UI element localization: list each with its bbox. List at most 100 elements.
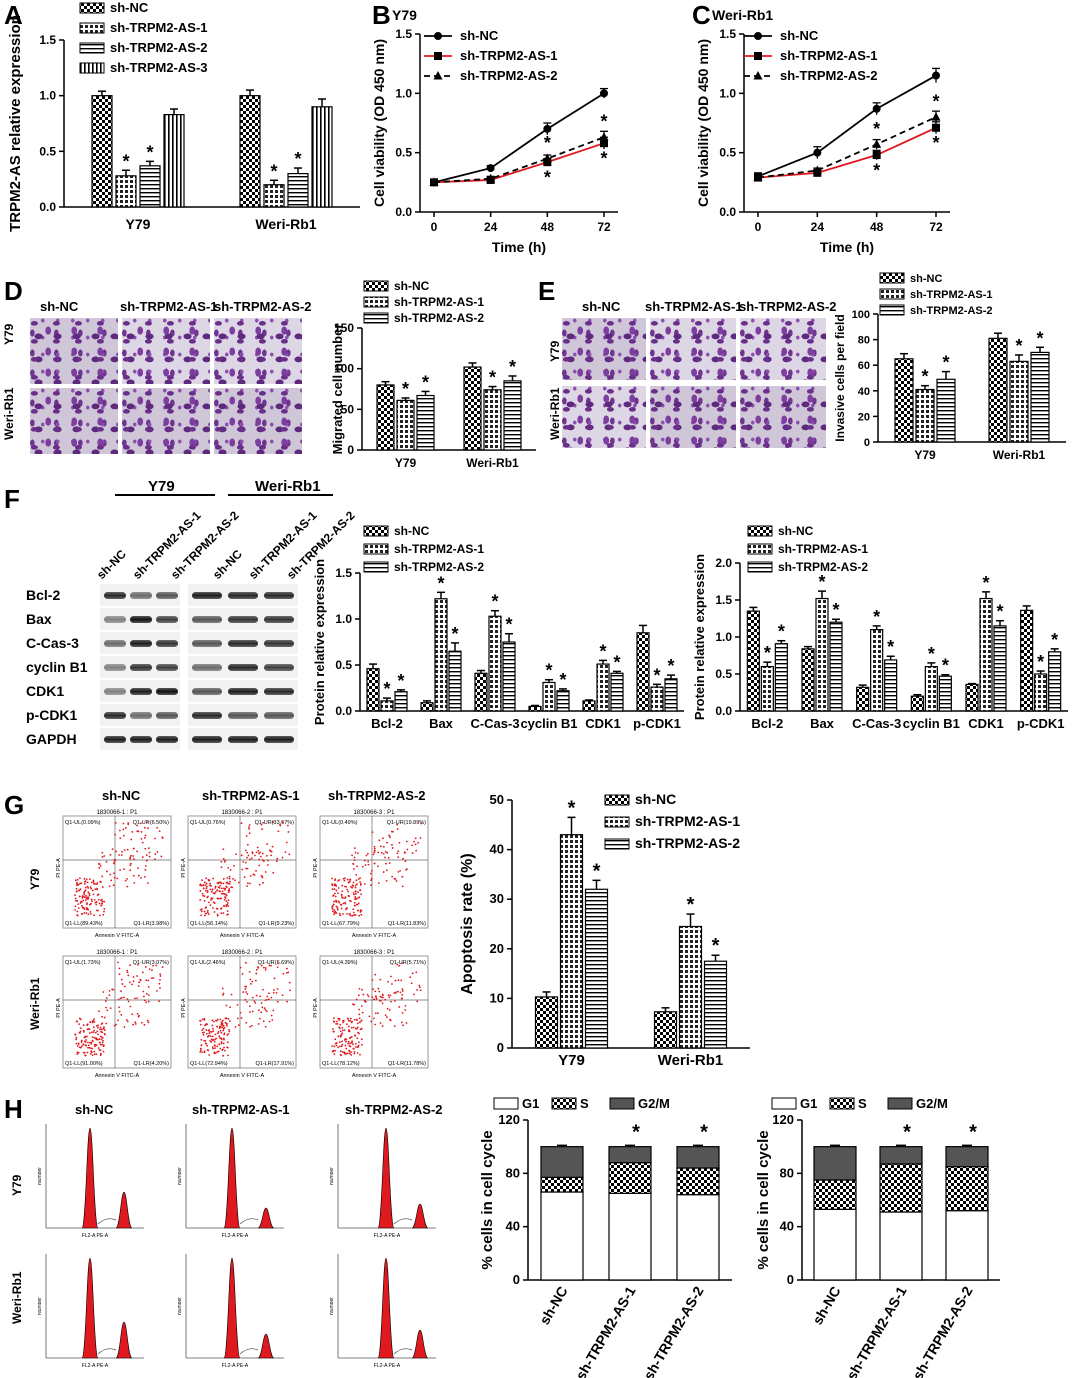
event-dot [272, 989, 275, 991]
event-dot [263, 1007, 266, 1010]
category-label: Weri-Rb1 [993, 448, 1046, 462]
event-dot [285, 841, 288, 844]
event-dot [398, 1006, 401, 1008]
event-dot [203, 910, 206, 913]
legend-label: sh-TRPM2-AS-2 [110, 40, 208, 55]
event-dot [97, 863, 100, 865]
event-dot [214, 1052, 217, 1055]
event-dot [237, 881, 240, 884]
event-dot [126, 885, 129, 888]
event-dot [350, 885, 352, 888]
event-dot [261, 852, 264, 855]
event-dot [210, 1031, 213, 1033]
event-dot [215, 1037, 217, 1040]
significance-star: * [1015, 336, 1022, 356]
event-dot [80, 1045, 83, 1048]
event-dot [223, 898, 226, 901]
event-dot [345, 1040, 347, 1043]
event-dot [249, 978, 252, 981]
event-dot [401, 962, 404, 964]
event-dot [138, 981, 141, 984]
event-dot [229, 1006, 231, 1009]
event-dot [87, 1046, 89, 1049]
event-dot [264, 967, 267, 969]
event-dot [208, 901, 210, 904]
event-dot [96, 1030, 99, 1033]
event-dot [203, 914, 206, 917]
event-dot [221, 987, 224, 990]
panel-letter-b: B [372, 0, 391, 30]
event-dot [334, 878, 337, 881]
wb-band [156, 616, 178, 623]
data-point [429, 177, 439, 186]
event-dot [204, 912, 207, 915]
event-dot [84, 882, 86, 885]
event-dot [78, 895, 81, 898]
event-dot [106, 1009, 109, 1012]
event-dot [351, 1041, 354, 1044]
event-dot [217, 886, 220, 889]
event-dot [99, 1054, 102, 1057]
event-dot [145, 854, 148, 857]
g-col-label-1: sh-NC [102, 788, 141, 803]
event-dot [358, 1032, 360, 1035]
event-dot [251, 852, 254, 855]
event-dot [222, 892, 225, 895]
event-dot [75, 1036, 78, 1039]
event-dot [214, 887, 217, 889]
event-dot [129, 981, 131, 984]
event-dot [225, 900, 228, 902]
data-point [872, 151, 881, 160]
stack-segment [540, 1191, 584, 1281]
flow-title: 1830066-2 : P1 [221, 950, 263, 956]
event-dot [109, 853, 112, 856]
wb-band [104, 592, 126, 599]
event-dot [233, 864, 235, 867]
migration-image-y79-as1 [122, 318, 210, 384]
significance-star: * [873, 607, 880, 627]
category-label: Bcl-2 [371, 716, 403, 731]
event-dot [95, 1024, 98, 1027]
quadrant-label: Q1-LR(4.20%) [134, 1061, 170, 1067]
flow-x-label: Annexin V FITC-A [220, 933, 265, 938]
event-dot [154, 853, 157, 855]
event-dot [346, 1052, 349, 1055]
bar [678, 925, 703, 1049]
event-dot [389, 836, 391, 839]
event-dot [339, 1050, 342, 1053]
event-dot [85, 1035, 88, 1038]
event-dot [114, 833, 116, 836]
event-dot [98, 1010, 100, 1013]
panel-letter-a: A [4, 0, 23, 30]
event-dot [353, 901, 356, 904]
event-dot [340, 893, 343, 896]
event-dot [271, 1018, 274, 1021]
event-dot [339, 1027, 341, 1030]
event-dot [245, 985, 248, 988]
event-dot [351, 914, 354, 917]
legend-swatch [604, 794, 630, 806]
event-dot [105, 870, 108, 873]
event-dot [337, 892, 339, 895]
event-dot [80, 1039, 83, 1042]
event-dot [266, 998, 268, 1001]
event-dot [130, 838, 133, 841]
event-dot [386, 869, 388, 872]
flow-x-label: Annexin V FITC-A [95, 933, 140, 938]
event-dot [158, 830, 161, 833]
event-dot [240, 822, 243, 825]
stack-segment [608, 1146, 652, 1164]
d-row-label-1: Y79 [2, 323, 16, 345]
event-dot [262, 821, 264, 824]
event-dot [413, 993, 415, 996]
event-dot [234, 1026, 237, 1028]
event-dot [400, 997, 403, 1000]
event-dot [87, 1041, 89, 1044]
wb-band [228, 592, 258, 599]
wb-group-label-y79: Y79 [148, 478, 175, 495]
quadrant-label: Q1-LR(9.23%) [259, 921, 295, 927]
event-dot [205, 882, 208, 885]
event-dot [212, 1027, 214, 1030]
